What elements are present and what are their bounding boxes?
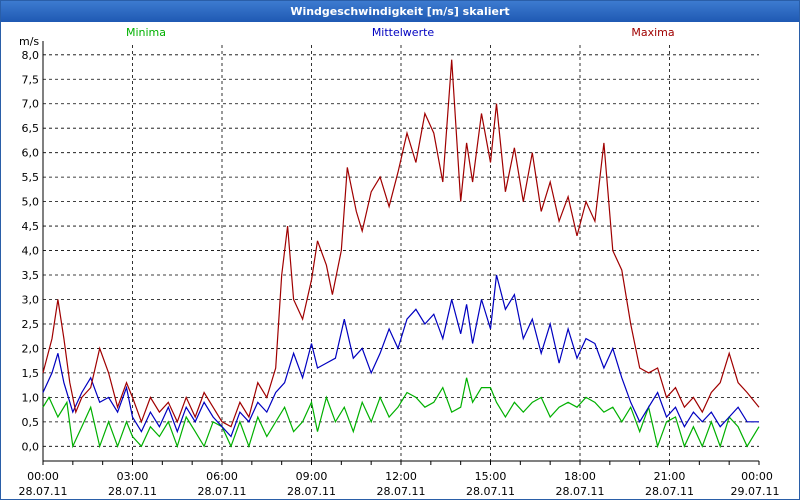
y-tick-label: 5,5 <box>22 171 40 184</box>
x-tick-date: 29.07.11 <box>731 485 780 498</box>
x-tick-time: 09:00 <box>296 470 328 483</box>
window-title: Windgeschwindigkeit [m/s] skaliert <box>1 1 799 22</box>
y-tick-label: 3,5 <box>22 269 40 282</box>
x-tick-time: 03:00 <box>117 470 149 483</box>
y-axis-label: m/s <box>19 35 39 48</box>
y-tick-label: 2,5 <box>22 318 40 331</box>
y-tick-label: 6,5 <box>22 122 40 135</box>
series-line-maxima <box>42 59 760 428</box>
x-tick-time: 21:00 <box>654 470 686 483</box>
y-tick-label: 0,5 <box>22 416 40 429</box>
x-tick-time: 12:00 <box>385 470 417 483</box>
y-tick-label: 7,5 <box>22 73 40 86</box>
x-tick-date: 28.07.11 <box>198 485 247 498</box>
y-tick-label: 4,0 <box>22 245 40 258</box>
legend-minima: Minima <box>126 26 166 39</box>
x-tick-time: 06:00 <box>206 470 238 483</box>
y-tick-label: 7,0 <box>22 98 40 111</box>
x-tick-date: 28.07.11 <box>287 485 336 498</box>
y-tick-label: 6,0 <box>22 147 40 160</box>
x-tick-date: 28.07.11 <box>645 485 694 498</box>
x-tick-date: 28.07.11 <box>19 485 68 498</box>
y-tick-label: 8,0 <box>22 49 40 62</box>
x-tick-date: 28.07.11 <box>556 485 605 498</box>
y-tick-label: 1,0 <box>22 391 40 404</box>
legend-mittelwerte: Mittelwerte <box>372 26 435 39</box>
x-tick-date: 28.07.11 <box>377 485 426 498</box>
x-tick-time: 18:00 <box>564 470 596 483</box>
y-tick-label: 5,0 <box>22 196 40 209</box>
y-tick-label: 0,0 <box>22 440 40 453</box>
y-tick-label: 3,0 <box>22 293 40 306</box>
series-line-mittelwerte <box>42 274 759 438</box>
x-tick-date: 28.07.11 <box>466 485 515 498</box>
x-tick-time: 15:00 <box>475 470 507 483</box>
y-tick-label: 1,5 <box>22 367 40 380</box>
legend-maxima: Maxima <box>631 26 674 39</box>
series-line-minima <box>42 377 760 449</box>
x-tick-time: 00:00 <box>27 470 59 483</box>
x-tick-date: 28.07.11 <box>108 485 157 498</box>
y-tick-label: 4,5 <box>22 220 40 233</box>
y-tick-label: 2,0 <box>22 342 40 355</box>
x-tick-time: 00:00 <box>741 470 773 483</box>
